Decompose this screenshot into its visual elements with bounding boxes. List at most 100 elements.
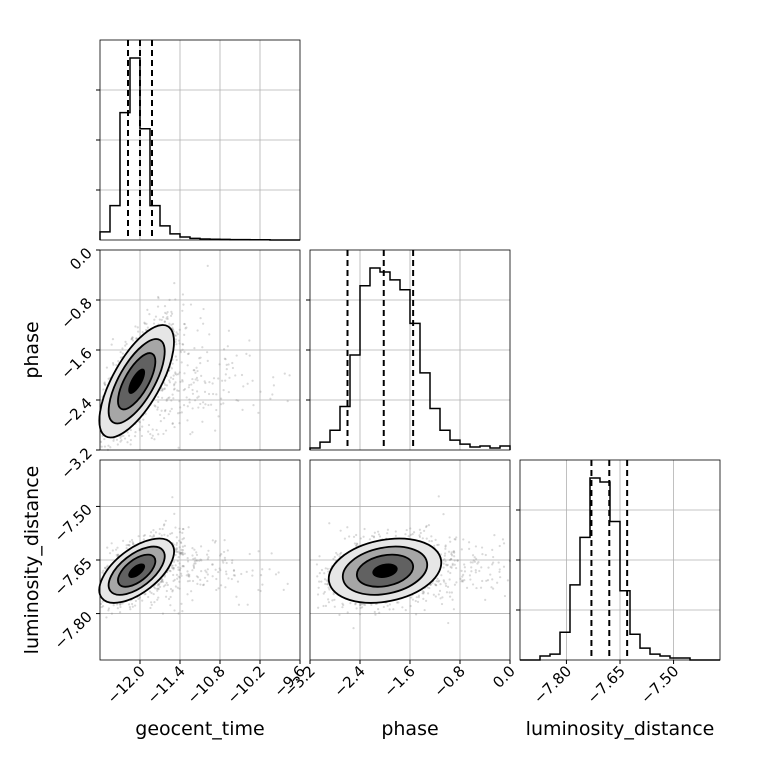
sample-point — [179, 540, 182, 544]
sample-point — [436, 543, 439, 547]
sample-point — [190, 383, 193, 386]
sample-point — [212, 377, 216, 380]
sample-point — [146, 308, 149, 311]
sample-point — [187, 526, 190, 529]
sample-point — [222, 348, 226, 351]
sample-point — [173, 387, 176, 390]
sample-point — [463, 563, 466, 566]
sample-point — [207, 392, 211, 396]
sample-point — [316, 593, 320, 596]
sample-point — [172, 384, 176, 387]
sample-point — [227, 390, 230, 394]
sample-point — [167, 396, 170, 400]
sample-point — [370, 603, 373, 606]
sample-point — [474, 571, 477, 574]
sample-point — [160, 580, 163, 584]
sample-point — [202, 583, 205, 586]
sample-point — [475, 557, 478, 560]
sample-point — [174, 338, 178, 341]
sample-point — [222, 550, 226, 554]
sample-point — [240, 373, 244, 377]
sample-point — [362, 535, 365, 538]
sample-point — [173, 609, 176, 612]
sample-point — [170, 399, 173, 402]
sample-point — [257, 550, 260, 553]
sample-point — [211, 392, 215, 396]
sample-point — [211, 563, 214, 566]
sample-point — [183, 350, 186, 353]
sample-point — [451, 564, 454, 567]
sample-point — [195, 390, 199, 393]
sample-point — [246, 382, 249, 385]
sample-point — [463, 570, 467, 573]
sample-point — [166, 315, 169, 319]
sample-point — [225, 573, 228, 576]
sample-point — [112, 604, 115, 607]
sample-point — [105, 616, 108, 619]
sample-point — [181, 553, 184, 556]
sample-point — [184, 327, 187, 330]
sample-point — [115, 438, 119, 441]
sample-point — [172, 560, 176, 563]
sample-point — [272, 384, 275, 387]
sample-point — [378, 611, 381, 614]
sample-point — [415, 596, 418, 599]
sample-point — [372, 535, 375, 538]
sample-point — [125, 342, 128, 346]
sample-point — [224, 379, 227, 382]
sample-point — [149, 601, 153, 604]
sample-point — [172, 388, 176, 391]
sample-point — [200, 559, 203, 562]
sample-point — [199, 362, 202, 365]
sample-point — [106, 564, 109, 567]
sample-point — [230, 561, 234, 564]
sample-point — [363, 527, 366, 531]
sample-point — [274, 573, 278, 576]
sample-point — [409, 604, 412, 608]
sample-point — [191, 392, 195, 395]
sample-point — [180, 602, 183, 605]
sample-point — [203, 380, 206, 383]
sample-point — [172, 568, 175, 571]
sample-point — [183, 388, 187, 391]
sample-point — [456, 559, 459, 562]
sample-point — [460, 569, 463, 572]
sample-point — [178, 568, 182, 572]
sample-point — [259, 589, 262, 593]
sample-point — [320, 568, 324, 572]
sample-point — [128, 540, 132, 543]
sample-point — [461, 580, 464, 583]
sample-point — [449, 565, 452, 568]
sample-point — [116, 443, 119, 446]
sample-point — [186, 405, 189, 408]
sample-point — [178, 562, 181, 565]
sample-point — [169, 595, 172, 599]
sample-point — [178, 342, 181, 345]
pair-panel-geocent_time-phase — [98, 249, 301, 451]
sample-point — [363, 603, 367, 607]
sample-point — [176, 560, 179, 563]
sample-point — [323, 590, 326, 594]
sample-point — [233, 574, 237, 577]
sample-point — [174, 550, 177, 553]
sample-point — [208, 333, 211, 336]
sample-point — [449, 571, 452, 575]
sample-point — [245, 352, 248, 355]
sample-point — [181, 531, 184, 534]
sample-point — [377, 608, 380, 611]
sample-point — [152, 535, 156, 538]
sample-point — [426, 586, 429, 589]
sample-point — [188, 398, 191, 401]
sample-point — [168, 381, 171, 384]
sample-point — [191, 388, 194, 392]
sample-point — [144, 592, 147, 596]
sample-point — [118, 603, 122, 606]
sample-point — [220, 553, 223, 556]
sample-point — [260, 574, 263, 577]
sample-point — [165, 312, 168, 315]
sample-point — [373, 610, 376, 614]
sample-point — [324, 604, 328, 607]
sample-point — [161, 612, 165, 615]
sample-point — [374, 613, 377, 616]
